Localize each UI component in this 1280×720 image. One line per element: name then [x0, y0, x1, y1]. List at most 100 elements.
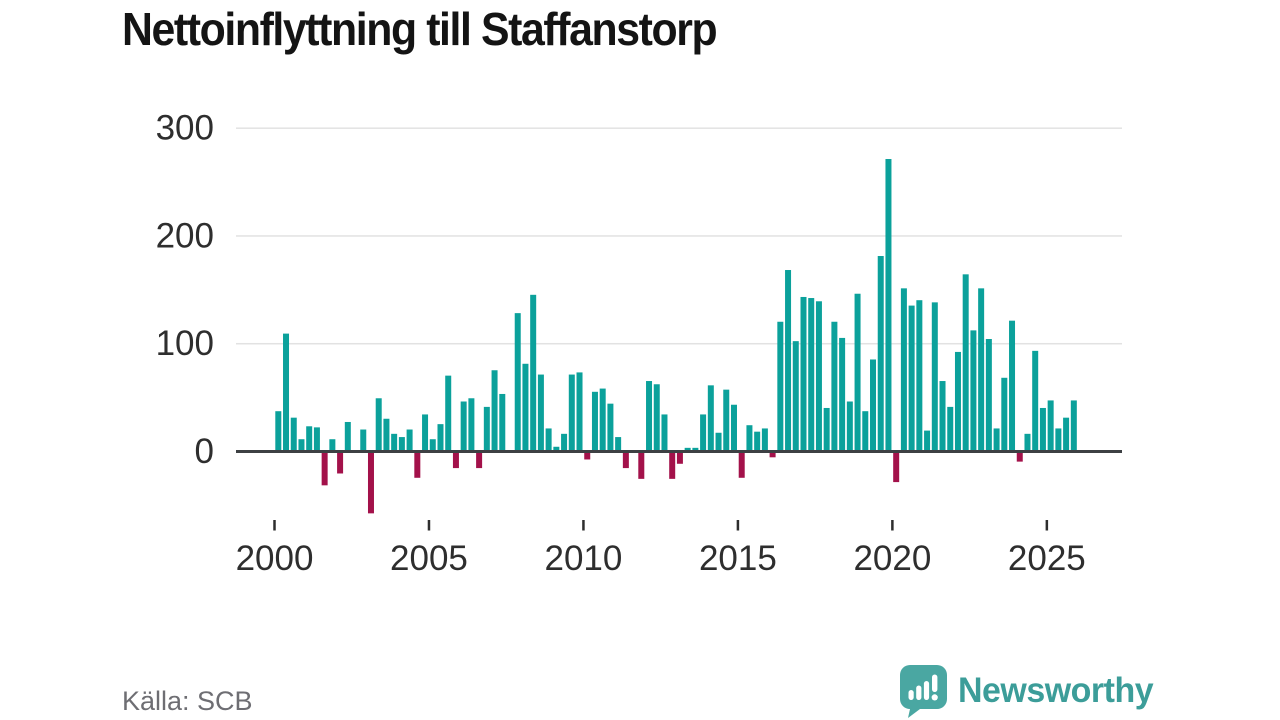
bar-q24-positive: [460, 401, 467, 450]
bar-q59-positive: [730, 404, 737, 450]
bar-q50-positive: [661, 414, 668, 450]
bar-q65-positive: [777, 321, 784, 450]
bar-q73-positive: [839, 337, 846, 450]
bar-q103-positive: [1070, 400, 1077, 450]
x-axis-label-2000: 2000: [236, 539, 314, 578]
bar-q94-positive: [1001, 377, 1008, 450]
bar-q20-positive: [429, 439, 436, 450]
bar-q33-positive: [530, 294, 537, 450]
x-axis-tick-2020: [891, 520, 894, 531]
gridline-300: [236, 127, 1122, 129]
bar-q8-negative: [337, 453, 344, 474]
bar-q74-positive: [846, 401, 853, 450]
bar-q44-positive: [615, 437, 622, 450]
bar-q76-positive: [862, 411, 869, 450]
bar-q51-negative: [669, 453, 676, 479]
bar-q68-positive: [800, 296, 807, 450]
bar-q4-positive: [306, 426, 313, 450]
bar-q31-positive: [514, 313, 521, 450]
bar-q47-negative: [638, 453, 645, 479]
bar-q72-positive: [831, 321, 838, 450]
bar-q64-negative: [769, 453, 776, 458]
bar-q38-positive: [568, 374, 575, 450]
bar-q96-negative: [1016, 453, 1023, 462]
bar-q54-positive: [692, 447, 699, 450]
bar-q36-positive: [553, 446, 560, 450]
bar-q81-positive: [900, 288, 907, 450]
bar-q77-positive: [870, 359, 877, 450]
bar-q63-positive: [761, 428, 768, 450]
bar-q6-negative: [321, 453, 328, 486]
x-axis-label-2010: 2010: [545, 539, 623, 578]
bar-q70-positive: [815, 301, 822, 450]
bar-q22-positive: [445, 375, 452, 450]
bar-q1-positive: [283, 333, 290, 450]
bar-q21-positive: [437, 424, 444, 450]
bar-q14-positive: [383, 418, 390, 450]
bar-q89-positive: [962, 274, 969, 450]
bar-q79-positive: [885, 159, 892, 450]
bar-q83-positive: [916, 300, 923, 450]
bar-q34-positive: [537, 374, 544, 450]
x-axis-tick-2010: [582, 520, 585, 531]
bar-q18-negative: [414, 453, 421, 478]
x-axis-tick-2005: [427, 520, 431, 531]
bar-q99-positive: [1039, 407, 1046, 450]
bar-q67-positive: [792, 341, 799, 450]
bar-q102-positive: [1063, 417, 1070, 450]
bar-q15-positive: [391, 433, 398, 450]
bar-q52-negative: [676, 453, 683, 464]
bar-q0-positive: [275, 411, 282, 450]
bar-q91-positive: [978, 288, 985, 450]
gridline-100: [236, 342, 1122, 345]
bar-q53-positive: [684, 447, 691, 450]
bar-q48-positive: [646, 381, 653, 450]
bar-q82-positive: [908, 305, 915, 450]
bar-q23-negative: [452, 453, 459, 469]
bar-q84-positive: [924, 430, 931, 450]
newsworthy-speech-bubble-icon: [900, 665, 947, 718]
bar-q61-positive: [746, 425, 753, 450]
bar-q5-positive: [313, 427, 320, 450]
bar-q17-positive: [406, 429, 413, 450]
bar-q12-negative: [367, 453, 374, 514]
gridline-200: [236, 235, 1122, 237]
bar-q80-negative: [893, 453, 900, 483]
x-axis-tick-2015: [736, 520, 740, 531]
bar-q45-negative: [622, 453, 629, 469]
bar-q62-positive: [754, 431, 761, 450]
y-axis-label-100: 100: [156, 324, 214, 363]
bar-q25-positive: [468, 398, 475, 450]
bar-q37-positive: [561, 433, 568, 450]
source-note: Källa: SCB: [122, 686, 253, 716]
y-axis-label-200: 200: [156, 216, 214, 255]
bar-q88-positive: [954, 351, 961, 450]
bar-q98-positive: [1032, 350, 1039, 450]
bar-q78-positive: [877, 256, 884, 450]
bar-q40-negative: [584, 453, 591, 460]
bar-q100-positive: [1047, 400, 1054, 450]
x-axis-tick-2000: [273, 520, 276, 531]
bar-q28-positive: [491, 370, 498, 450]
bar-q93-positive: [993, 428, 1000, 450]
y-axis-label-300: 300: [156, 109, 214, 148]
bar-q13-positive: [375, 398, 382, 450]
bar-q92-positive: [985, 339, 992, 450]
bar-q75-positive: [854, 293, 861, 450]
zero-axis-line: [236, 450, 1122, 453]
x-axis-label-2020: 2020: [853, 539, 931, 578]
bar-q2-positive: [290, 417, 297, 450]
bar-q90-positive: [970, 330, 977, 450]
bar-q42-positive: [599, 388, 606, 450]
x-axis-label-2015: 2015: [699, 539, 777, 578]
x-axis-label-2025: 2025: [1008, 539, 1086, 578]
bar-q7-positive: [329, 439, 336, 450]
bar-q71-positive: [823, 407, 830, 450]
bar-q39-positive: [576, 372, 583, 450]
bar-q66-positive: [785, 270, 792, 450]
bar-q3-positive: [298, 439, 305, 450]
bar-q19-positive: [422, 414, 429, 450]
bar-q95-positive: [1009, 320, 1016, 450]
